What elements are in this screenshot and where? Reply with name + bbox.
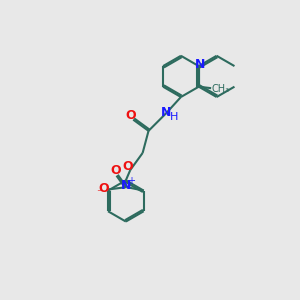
Text: O: O [126,109,136,122]
Text: N: N [121,179,131,192]
Text: O: O [98,182,109,195]
Text: CH₃: CH₃ [212,84,230,94]
Text: H: H [170,112,178,122]
Text: N: N [160,106,171,119]
Text: N: N [195,58,205,71]
Text: O: O [123,160,133,173]
Text: O: O [110,164,121,177]
Text: +: + [127,176,135,186]
Text: ⁻: ⁻ [96,188,103,201]
